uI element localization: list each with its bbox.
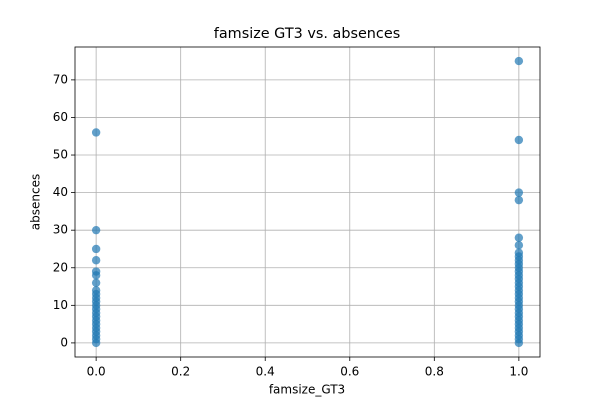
point	[91, 278, 101, 287]
point	[514, 195, 524, 205]
x-tick-label: 0.8	[425, 365, 444, 379]
point	[91, 286, 101, 295]
y-tick-label: 20	[53, 260, 68, 274]
chart-title: famsize GT3 vs. absences	[214, 26, 400, 42]
point	[514, 188, 524, 197]
point	[514, 233, 524, 242]
plot-frame	[74, 46, 541, 358]
x-tick-label: 0.2	[171, 365, 190, 379]
x-tick-label: 1.0	[509, 365, 528, 379]
point	[91, 128, 101, 137]
point	[91, 267, 101, 276]
y-tick-label: 70	[53, 72, 68, 86]
point	[91, 225, 101, 235]
x-tick-label: 0.6	[340, 365, 359, 379]
x-tick-label: 0.0	[87, 365, 106, 379]
point	[91, 244, 101, 254]
y-tick-label: 50	[53, 148, 68, 162]
x-axis-label: famsize_GT3	[269, 383, 345, 397]
y-axis-label: absences	[29, 174, 43, 230]
point	[514, 56, 524, 66]
y-tick-label: 0	[60, 335, 68, 349]
y-tick-label: 40	[53, 185, 68, 199]
point	[514, 248, 524, 257]
y-tick-label: 10	[53, 298, 68, 312]
x-tick-label: 0.4	[256, 365, 275, 379]
point	[514, 135, 524, 145]
y-tick-label: 60	[53, 110, 68, 124]
point	[514, 241, 524, 250]
y-tick-label: 30	[53, 223, 68, 237]
point	[91, 256, 101, 265]
